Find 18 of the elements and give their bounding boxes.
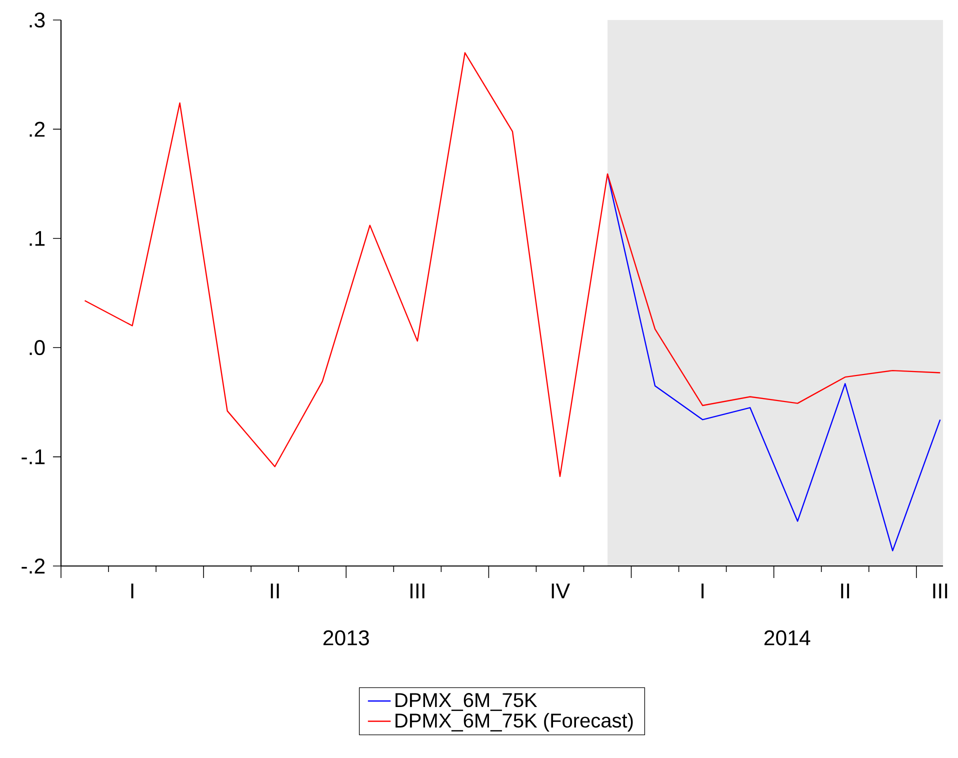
legend-label: DPMX_6M_75K (Forecast) <box>396 712 633 732</box>
line-series <box>84 52 941 478</box>
x-tick-label: IV <box>552 584 570 598</box>
y-tick-label: .1 <box>30 231 45 246</box>
x-tick-label: III <box>410 584 424 598</box>
y-tick-label: .2 <box>30 122 45 137</box>
text: 2014 <box>764 630 810 646</box>
legend-label: DPMX_6M_75K <box>396 693 538 711</box>
x-tick-label: III <box>933 584 948 598</box>
x-tick-label: II <box>270 584 279 598</box>
text: 2013 <box>323 630 369 646</box>
x-tick-label: I <box>131 584 134 598</box>
x-tick-label: I <box>702 584 704 598</box>
y-tick-label: -.2 <box>22 558 45 574</box>
y-tick-label: -.1 <box>22 449 45 464</box>
x-tick-label: II <box>841 584 850 598</box>
y-tick-label: .0 <box>30 340 45 356</box>
y-tick-label: .3 <box>30 12 45 28</box>
